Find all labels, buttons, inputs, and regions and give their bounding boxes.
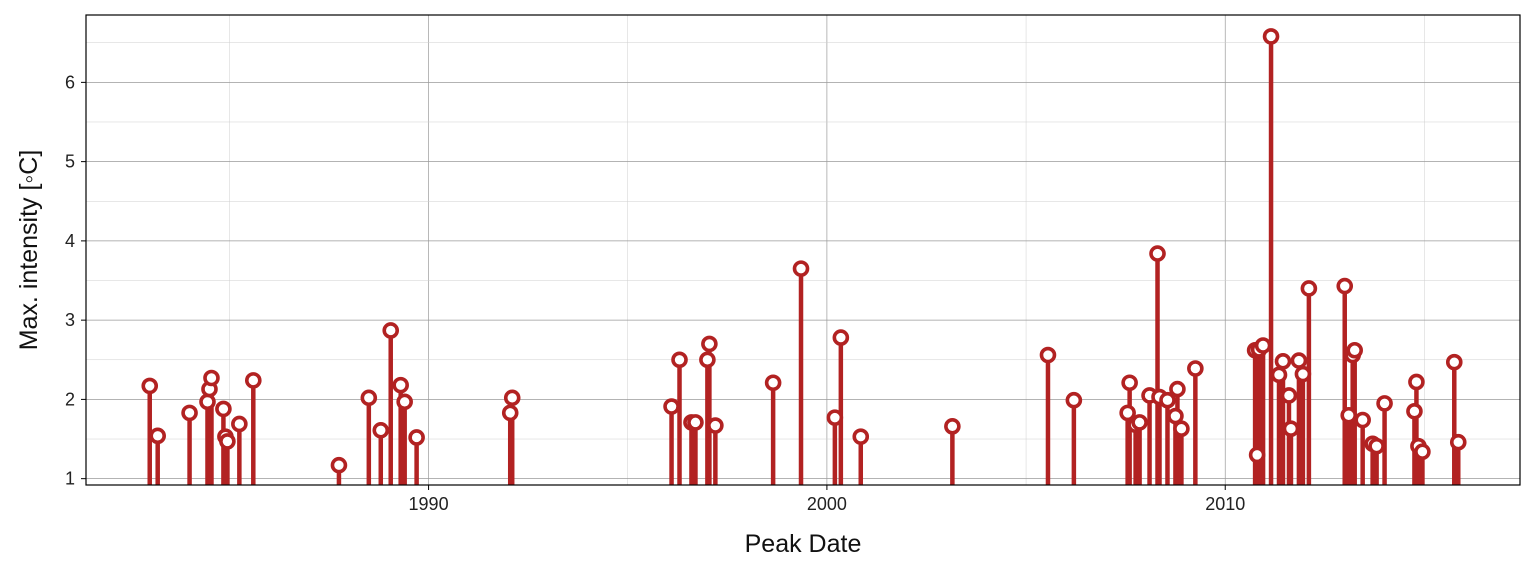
data-point: [663, 398, 680, 415]
data-point: [671, 351, 688, 369]
data-point: [1274, 353, 1292, 370]
data-point: [707, 417, 724, 434]
data-point: [408, 429, 425, 446]
data-point: [1131, 414, 1148, 431]
data-point: [203, 369, 220, 387]
data-point: [1290, 352, 1308, 369]
plot-frame: [85, 14, 1521, 486]
data-point: [1368, 437, 1385, 455]
x-axis-ticks: 1990 2000 2010: [409, 485, 1245, 514]
y-tick-label: 6: [65, 72, 75, 92]
data-point: [764, 374, 782, 392]
data-point: [1187, 360, 1204, 377]
data-point: [1248, 446, 1266, 464]
data-point: [1262, 28, 1280, 45]
data-point: [215, 400, 232, 418]
data-point: [1406, 402, 1423, 420]
data-point: [1167, 407, 1184, 425]
data-point: [1065, 391, 1083, 409]
data-point: [699, 351, 716, 369]
data-point: [1119, 404, 1136, 422]
data-point: [826, 409, 844, 426]
data-point: [396, 393, 413, 411]
data-point: [1173, 420, 1190, 438]
data-point: [245, 372, 262, 389]
data-point: [944, 418, 961, 435]
data-point: [141, 377, 159, 395]
x-tick-label: 2010: [1205, 494, 1245, 514]
data-point: [1354, 411, 1371, 429]
data-point: [1300, 280, 1318, 297]
y-tick-label: 5: [65, 152, 75, 172]
data-point: [149, 427, 166, 445]
data-point: [1376, 395, 1393, 412]
y-axis-ticks: 1 2 3 4 5 6: [65, 72, 86, 489]
data-point: [1282, 420, 1300, 438]
data-point: [231, 415, 248, 433]
data-point: [687, 414, 704, 431]
x-tick-label: 2000: [807, 494, 847, 514]
data-point: [1408, 373, 1425, 391]
data-point: [199, 393, 216, 411]
data-point: [701, 335, 718, 353]
data-point: [372, 422, 390, 439]
data-point: [1445, 353, 1463, 371]
data-point: [501, 404, 519, 422]
y-axis-label: Max. intensity [◦C]: [15, 150, 43, 351]
data-point: [219, 433, 236, 450]
x-tick-label: 1990: [409, 494, 449, 514]
data-point: [1294, 365, 1312, 383]
data-point: [392, 376, 409, 394]
y-tick-label: 2: [65, 389, 75, 409]
data-point: [1121, 374, 1138, 392]
data-point: [1336, 277, 1354, 295]
data-point: [1449, 433, 1467, 451]
data-point: [330, 456, 348, 474]
data-point: [832, 329, 850, 346]
stems: [147, 36, 1461, 485]
data-point: [1280, 387, 1298, 404]
y-tick-label: 1: [65, 469, 75, 489]
x-axis-label: Peak Date: [745, 530, 862, 558]
data-point: [1159, 391, 1176, 409]
data-point: [181, 404, 198, 422]
data-point: [852, 428, 870, 445]
data-point: [1270, 366, 1288, 384]
data-point: [360, 389, 378, 407]
data-point: [1254, 337, 1272, 354]
data-point: [1414, 443, 1431, 461]
data-point: [1149, 245, 1166, 262]
y-tick-label: 4: [65, 231, 75, 251]
data-point: [792, 260, 810, 277]
markers: [141, 28, 1467, 474]
data-point: [1346, 341, 1363, 359]
data-point: [1169, 380, 1186, 398]
data-point: [1039, 346, 1057, 364]
y-tick-label: 3: [65, 310, 75, 330]
data-point: [503, 389, 521, 407]
data-point: [1340, 406, 1358, 424]
data-point: [382, 322, 400, 339]
